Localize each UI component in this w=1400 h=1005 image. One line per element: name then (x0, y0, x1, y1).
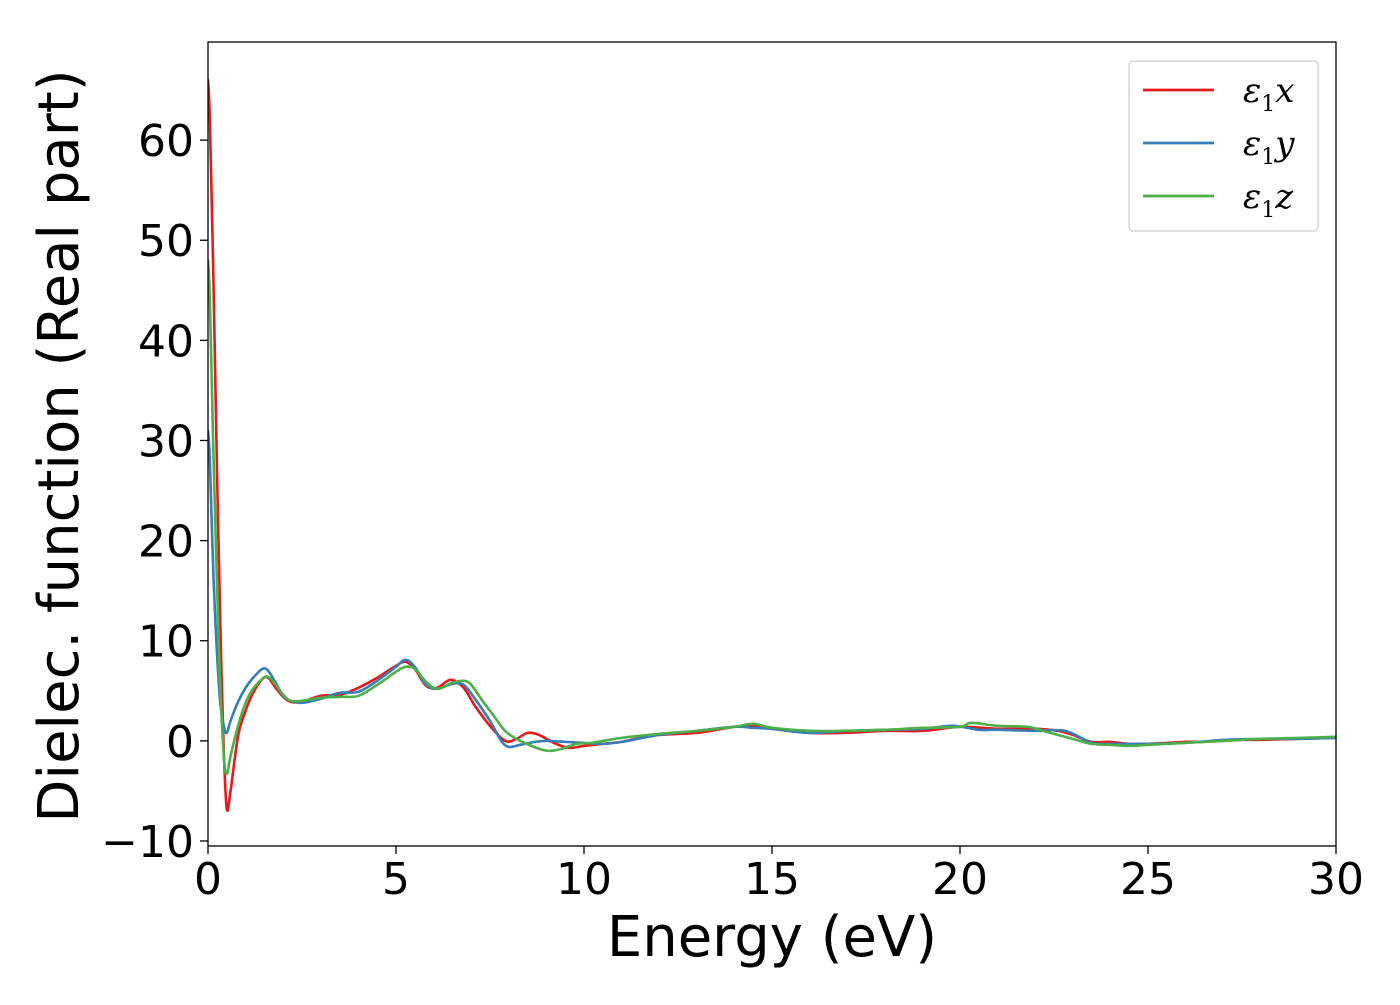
y-tick-label: −10 (101, 817, 194, 868)
y-tick-label: 30 (138, 416, 194, 467)
legend-axis: x (1275, 71, 1294, 111)
x-tick-label: 5 (382, 854, 410, 905)
series-layer (208, 78, 1336, 812)
x-axis-title: Energy (eV) (607, 905, 937, 970)
x-tick-label: 15 (744, 854, 800, 905)
legend-box (1128, 60, 1319, 232)
y-tick-label: 10 (138, 617, 194, 668)
legend-subscript: 1 (1261, 198, 1275, 223)
legend-subscript: 1 (1261, 92, 1275, 117)
y-tick-label: 20 (138, 517, 194, 568)
x-tick-label: 30 (1308, 854, 1364, 905)
legend-label-y: ε1y (1243, 124, 1295, 170)
y-tick-label: 60 (138, 116, 194, 167)
y-tick-label: 40 (138, 316, 194, 367)
y-axis-title: Dielec. function (Real part) (27, 69, 92, 822)
series-line-z (208, 258, 1336, 776)
legend-symbol: ε (1243, 124, 1261, 164)
y-tick-label: 50 (138, 216, 194, 267)
x-tick-label: 0 (194, 854, 222, 905)
legend-label-x: ε1x (1243, 71, 1294, 117)
legend-axis: z (1274, 177, 1294, 217)
legend-symbol: ε (1243, 71, 1261, 111)
x-axis-ticks: 0 5 10 15 20 25 30 (194, 846, 1364, 905)
legend-subscript: 1 (1261, 145, 1275, 170)
x-tick-label: 25 (1120, 854, 1176, 905)
series-line-y (208, 429, 1336, 749)
x-tick-label: 20 (932, 854, 988, 905)
y-axis-ticks: −10 0 10 20 30 40 50 60 (101, 116, 208, 868)
legend-axis: y (1273, 124, 1295, 164)
legend-symbol: ε (1243, 177, 1261, 217)
y-tick-label: 0 (166, 717, 194, 768)
legend-label-z: ε1z (1243, 177, 1294, 223)
x-tick-label: 10 (556, 854, 612, 905)
